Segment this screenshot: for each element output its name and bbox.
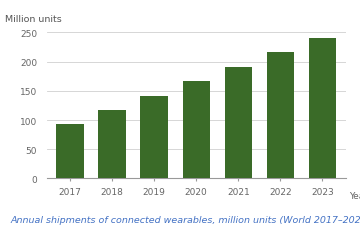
Bar — [183, 82, 210, 179]
Bar — [56, 125, 84, 179]
Bar — [267, 52, 294, 179]
Text: Annual shipments of connected wearables, million units (World 2017–2023): Annual shipments of connected wearables,… — [11, 215, 360, 224]
Bar — [225, 68, 252, 179]
Text: Million units: Million units — [5, 15, 62, 24]
Bar — [309, 39, 336, 179]
Text: Year: Year — [348, 191, 360, 200]
Bar — [98, 110, 126, 179]
Bar — [140, 97, 168, 179]
